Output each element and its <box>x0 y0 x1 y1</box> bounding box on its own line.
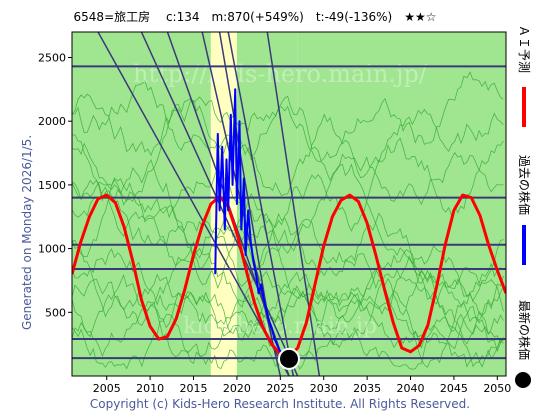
x-tick-label: 2020 <box>223 382 251 395</box>
x-tick-label: 2045 <box>440 382 468 395</box>
x-tick-label: 2025 <box>266 382 294 395</box>
legend-label: 過去の株価 <box>517 155 531 216</box>
diagonal-line <box>97 32 290 376</box>
y-tick-label: 2000 <box>38 115 66 128</box>
noise-line <box>72 177 504 336</box>
noise-line <box>72 137 504 232</box>
legend-dot <box>515 372 531 388</box>
x-tick-label: 2010 <box>136 382 164 395</box>
noise-line <box>72 134 504 302</box>
watermark-top: http://kids-hero.main.jp/ <box>133 60 428 88</box>
diagonal-line <box>266 32 321 376</box>
legend-swatch <box>522 225 526 265</box>
noise-line <box>72 79 504 197</box>
x-tick-label: 2035 <box>353 382 381 395</box>
y-tick-label: 1000 <box>38 243 66 256</box>
legend-label: ＡＩ予測 <box>517 25 531 74</box>
x-tick-label: 2015 <box>180 382 208 395</box>
legend-label: 最新の株価 <box>517 300 531 361</box>
noise-line <box>72 212 504 353</box>
noise-line <box>72 248 504 346</box>
x-tick-label: 2050 <box>483 382 511 395</box>
legend-swatch <box>522 87 526 127</box>
y-tick-label: 2500 <box>38 51 66 64</box>
legend: ＡＩ予測過去の株価最新の株価 <box>515 25 555 388</box>
copyright-footer: Copyright (c) Kids-Hero Research Institu… <box>89 397 471 411</box>
noise-line <box>72 71 504 162</box>
diagonal-line <box>227 32 295 376</box>
watermark-bottom: kids-hero.main.jp <box>183 314 377 339</box>
plot-frame <box>71 31 507 377</box>
diagonal-line <box>218 32 273 338</box>
past-price-line <box>214 88 290 360</box>
chart-title: 6548=旅工房 c:134 m:870(+549%) t:-49(-136%)… <box>73 10 437 24</box>
x-tick-label: 2040 <box>397 382 425 395</box>
background-band <box>297 32 506 376</box>
latest-price-dot <box>278 347 300 370</box>
y-tick-label: 1500 <box>38 179 66 192</box>
x-tick-label: 2005 <box>93 382 121 395</box>
y-tick-label: 500 <box>45 306 66 319</box>
x-tick-label: 2030 <box>310 382 338 395</box>
